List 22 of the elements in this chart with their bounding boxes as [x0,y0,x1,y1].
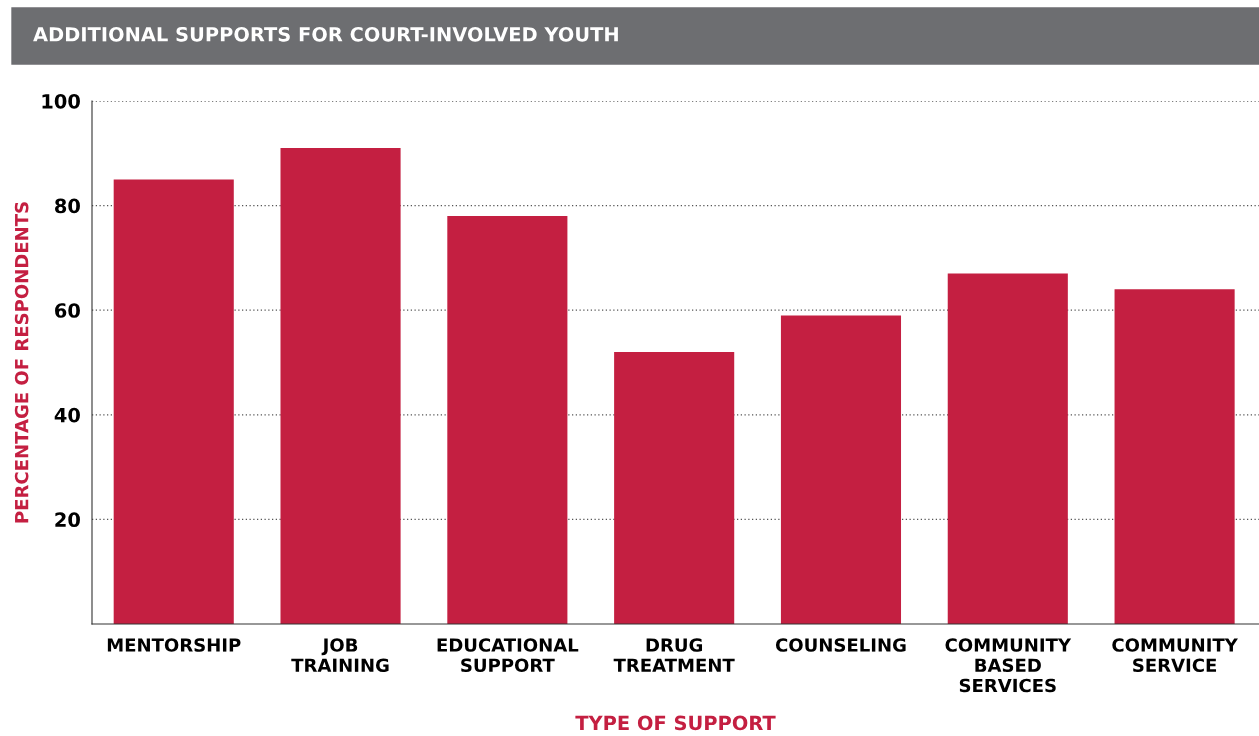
y-tick-label: 20 [55,512,80,528]
chart-title: ADDITIONAL SUPPORTS FOR COURT-INVOLVED YOUTH [33,26,618,42]
x-tick-label: COMMUNITY SERVICE [1112,638,1238,673]
y-axis-title: PERCENTAGE OF RESPONDENTS [14,202,29,523]
x-tick-label: DRUG TREATMENT [613,638,735,672]
y-tick-label: 80 [55,198,80,214]
bar [780,315,902,624]
bar [113,179,234,624]
x-tick-label: EDUCATIONAL SUPPORT [437,638,579,673]
y-tick-label: 100 [42,93,80,109]
bar [1114,289,1235,624]
x-tick-label: COUNSELING [775,638,906,652]
bar [280,148,401,624]
x-tick-label: MENTORSHIP [107,638,241,652]
x-axis-title: TYPE OF SUPPORT [575,715,776,731]
bar [947,273,1068,624]
y-tick-label: 60 [55,303,80,318]
x-tick-label: COMMUNITY BASED SERVICES [945,638,1072,693]
bar [447,216,568,624]
bar [614,352,735,624]
x-tick-label: JOB TRAINING [291,638,389,673]
y-tick-label: 40 [54,407,80,423]
